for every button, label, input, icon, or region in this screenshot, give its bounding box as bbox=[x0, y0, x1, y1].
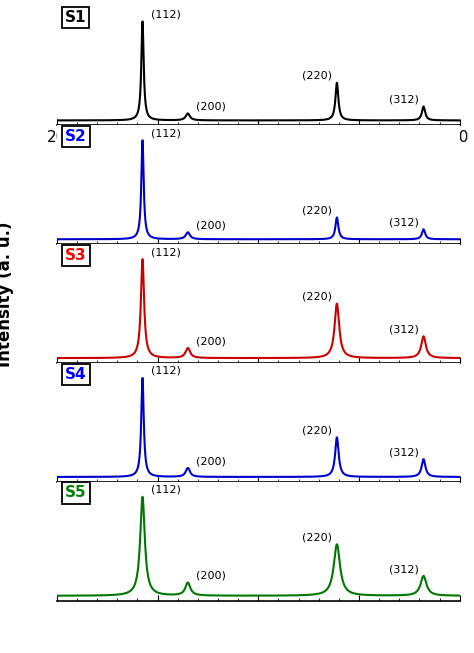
X-axis label: 2 theta (°): 2 theta (°) bbox=[206, 151, 311, 168]
Text: (220): (220) bbox=[302, 206, 332, 215]
Text: (220): (220) bbox=[302, 532, 332, 543]
Text: (112): (112) bbox=[151, 247, 181, 257]
Text: (112): (112) bbox=[151, 128, 181, 138]
Text: (312): (312) bbox=[389, 95, 419, 104]
Text: (200): (200) bbox=[196, 456, 226, 466]
Text: Intensity (a. u.): Intensity (a. u.) bbox=[0, 221, 14, 366]
Text: S3: S3 bbox=[65, 247, 87, 263]
Text: (312): (312) bbox=[389, 564, 419, 574]
Text: (220): (220) bbox=[302, 292, 332, 302]
Text: (312): (312) bbox=[389, 325, 419, 334]
Text: (312): (312) bbox=[389, 447, 419, 457]
Text: (312): (312) bbox=[389, 217, 419, 227]
Text: S4: S4 bbox=[65, 366, 87, 381]
Text: (220): (220) bbox=[302, 425, 332, 436]
Text: (112): (112) bbox=[151, 485, 181, 495]
Text: S5: S5 bbox=[65, 485, 87, 500]
Text: (220): (220) bbox=[302, 71, 332, 81]
Text: (200): (200) bbox=[196, 220, 226, 231]
Text: (200): (200) bbox=[196, 101, 226, 112]
Text: S2: S2 bbox=[65, 129, 87, 144]
Text: S1: S1 bbox=[65, 10, 86, 25]
Text: (112): (112) bbox=[151, 9, 181, 20]
Text: (200): (200) bbox=[196, 571, 226, 581]
Text: (200): (200) bbox=[196, 336, 226, 346]
Text: (112): (112) bbox=[151, 366, 181, 376]
